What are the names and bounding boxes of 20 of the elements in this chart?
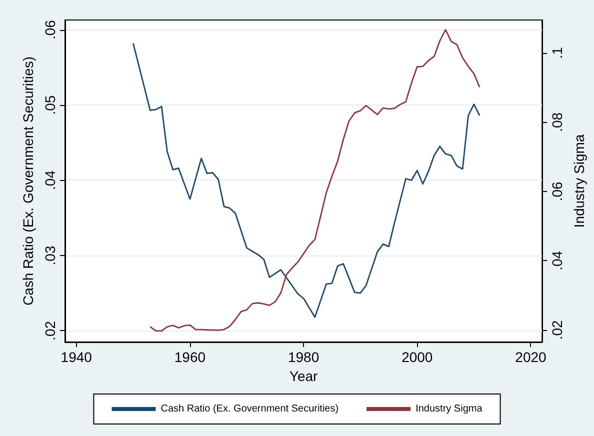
y2-tick-label: .06 <box>549 181 566 202</box>
y2-tick-label: .08 <box>549 112 566 132</box>
y2-axis-title: Industry Sigma <box>571 134 587 228</box>
y2-tick-label: .02 <box>549 320 566 340</box>
legend-label: Industry Sigma <box>416 404 483 414</box>
y-tick-label: .04 <box>42 170 58 190</box>
y2-tick-label: .04 <box>549 250 566 270</box>
y-tick-label: .05 <box>42 95 58 115</box>
x-tick-label: 1960 <box>174 349 206 365</box>
y-tick-label: .02 <box>42 320 58 340</box>
x-tick-label: 1980 <box>288 349 320 365</box>
y-tick-label: .03 <box>42 246 58 266</box>
x-tick-label: 2020 <box>515 349 547 365</box>
y2-tick-label: .1 <box>549 46 566 59</box>
x-axis-title: Year <box>289 368 318 384</box>
x-tick-label: 2000 <box>402 349 433 365</box>
y-axis-title: Cash Ratio (Ex. Government Securities) <box>20 56 36 306</box>
legend-label: Cash Ratio (Ex. Government Securities) <box>160 404 339 414</box>
y-tick-label: .06 <box>42 20 58 40</box>
x-tick-label: 1940 <box>60 349 92 365</box>
